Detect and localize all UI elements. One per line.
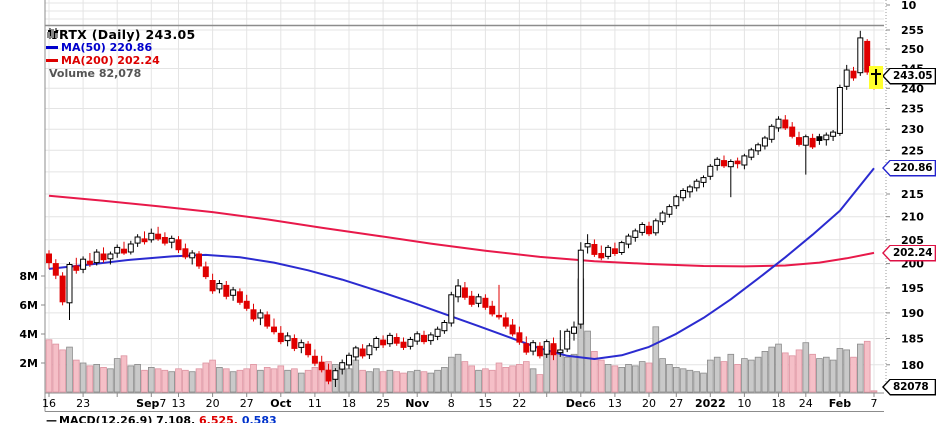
marker-cross-icon xyxy=(875,69,877,85)
svg-text:24: 24 xyxy=(799,397,813,410)
svg-text:2022: 2022 xyxy=(695,397,726,410)
svg-text:225: 225 xyxy=(901,144,924,157)
ma50-axis-label: 220.86 xyxy=(882,159,936,177)
svg-text:18: 18 xyxy=(342,397,356,410)
svg-text:230: 230 xyxy=(901,123,924,136)
chart-legend: VRTX (Daily) 243.05 MA(50) 220.86 MA(200… xyxy=(46,28,196,80)
svg-text:18: 18 xyxy=(772,397,786,410)
svg-text:7: 7 xyxy=(871,397,878,410)
symbol-title: VRTX (Daily) 243.05 xyxy=(49,27,196,42)
ma200-legend-row: MA(200) 202.24 xyxy=(46,54,196,67)
svg-text:195: 195 xyxy=(901,282,924,295)
svg-text:215: 215 xyxy=(901,188,924,201)
svg-text:13: 13 xyxy=(608,397,622,410)
svg-text:4M: 4M xyxy=(19,328,38,341)
volume-axis-label: 82078 xyxy=(882,378,936,396)
svg-text:10: 10 xyxy=(737,397,751,410)
svg-text:Oct: Oct xyxy=(270,397,291,410)
ma200-axis-label: 202.24 xyxy=(882,244,936,262)
candles xyxy=(46,30,877,387)
svg-text:2M: 2M xyxy=(19,357,38,370)
svg-text:Dec6: Dec6 xyxy=(566,397,596,410)
price-axis-labels: 1025525024524023523022522021521020520019… xyxy=(886,0,924,372)
svg-text:6M: 6M xyxy=(19,299,38,312)
svg-text:27: 27 xyxy=(240,397,254,410)
svg-text:8M: 8M xyxy=(19,270,38,283)
macd-legend-partial: — MACD(12,26,9) 7.108, 6.525, 0.583 xyxy=(46,414,277,423)
svg-text:180: 180 xyxy=(901,359,924,372)
volume-legend-label: Volume 82,078 xyxy=(49,67,142,80)
ma50-legend-label: MA(50) 220.86 xyxy=(61,41,153,54)
symbol-title-row: VRTX (Daily) 243.05 xyxy=(46,28,196,41)
svg-text:255: 255 xyxy=(901,24,924,37)
svg-text:Nov: Nov xyxy=(405,397,430,410)
svg-text:210: 210 xyxy=(901,211,924,224)
svg-text:20: 20 xyxy=(642,397,656,410)
ma200-line-swatch xyxy=(46,59,58,62)
svg-text:27: 27 xyxy=(669,397,683,410)
svg-text:13: 13 xyxy=(172,397,186,410)
svg-text:205: 205 xyxy=(901,234,924,247)
macd-values: MACD(12,26,9) 7.108, xyxy=(59,414,196,423)
svg-text:25: 25 xyxy=(376,397,390,410)
ma50-line xyxy=(48,167,875,360)
ma50-line-swatch xyxy=(46,46,58,49)
ma200-line xyxy=(48,194,875,268)
panel-borders xyxy=(44,0,887,412)
last-price-marker xyxy=(869,66,883,89)
svg-text:22: 22 xyxy=(512,397,526,410)
volume-bars xyxy=(45,278,878,393)
grid-lines xyxy=(45,0,884,393)
svg-text:235: 235 xyxy=(901,103,924,116)
upper-panel-tick-label: 10 xyxy=(901,0,917,12)
svg-text:16: 16 xyxy=(42,397,56,410)
last-price-axis-label: 243.05 xyxy=(882,67,936,85)
ma200-legend-label: MA(200) 202.24 xyxy=(61,54,160,67)
svg-text:20: 20 xyxy=(206,397,220,410)
x-axis-labels: 16 23 Sep7 13 20 27 Oct 11 18 25 Nov 8 15 22 Dec6 13 20 2… xyxy=(42,397,878,410)
svg-text:240: 240 xyxy=(901,82,924,95)
svg-text:15: 15 xyxy=(478,397,492,410)
svg-text:11: 11 xyxy=(308,397,322,410)
svg-text:Sep7: Sep7 xyxy=(136,397,166,410)
volume-legend-row: Volume 82,078 xyxy=(46,29,196,80)
svg-text:Feb: Feb xyxy=(829,397,852,410)
svg-text:185: 185 xyxy=(901,333,924,346)
svg-text:23: 23 xyxy=(76,397,90,410)
svg-text:250: 250 xyxy=(901,43,924,56)
svg-text:8: 8 xyxy=(448,397,455,410)
svg-text:190: 190 xyxy=(901,307,924,320)
ma50-legend-row: MA(50) 220.86 xyxy=(46,41,196,54)
volume-axis-labels: 8M 6M 4M 2M xyxy=(19,270,45,370)
